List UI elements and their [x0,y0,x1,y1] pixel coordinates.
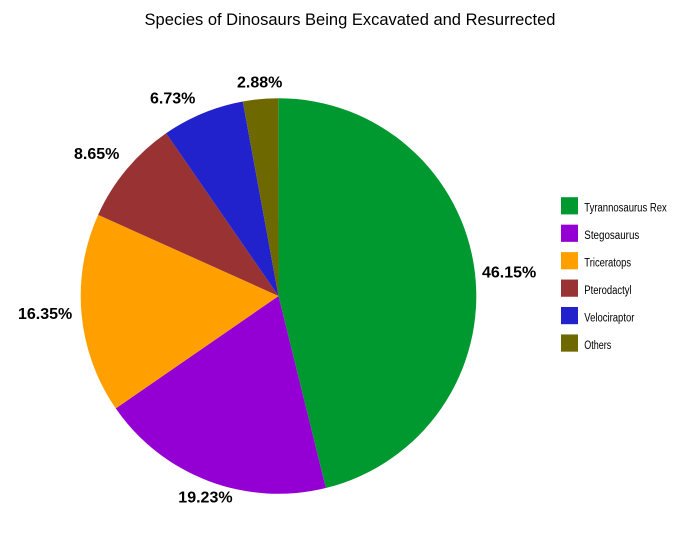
svg-text:Velociraptor: Velociraptor [584,312,634,324]
svg-text:Triceratops: Triceratops [584,258,631,270]
svg-text:16.35%: 16.35% [18,306,72,323]
svg-text:6.73%: 6.73% [150,91,195,108]
svg-text:2.88%: 2.88% [237,75,282,92]
svg-text:Species of Dinosaurs Being Exc: Species of Dinosaurs Being Excavated and… [145,11,556,29]
svg-text:46.15%: 46.15% [482,265,536,282]
svg-text:Stegosaurus: Stegosaurus [584,230,639,242]
svg-text:Tyrannosaurus Rex: Tyrannosaurus Rex [584,203,667,215]
svg-text:19.23%: 19.23% [178,490,232,507]
svg-text:8.65%: 8.65% [74,146,119,163]
svg-text:Pterodactyl: Pterodactyl [584,285,631,297]
svg-text:Others: Others [584,340,611,352]
